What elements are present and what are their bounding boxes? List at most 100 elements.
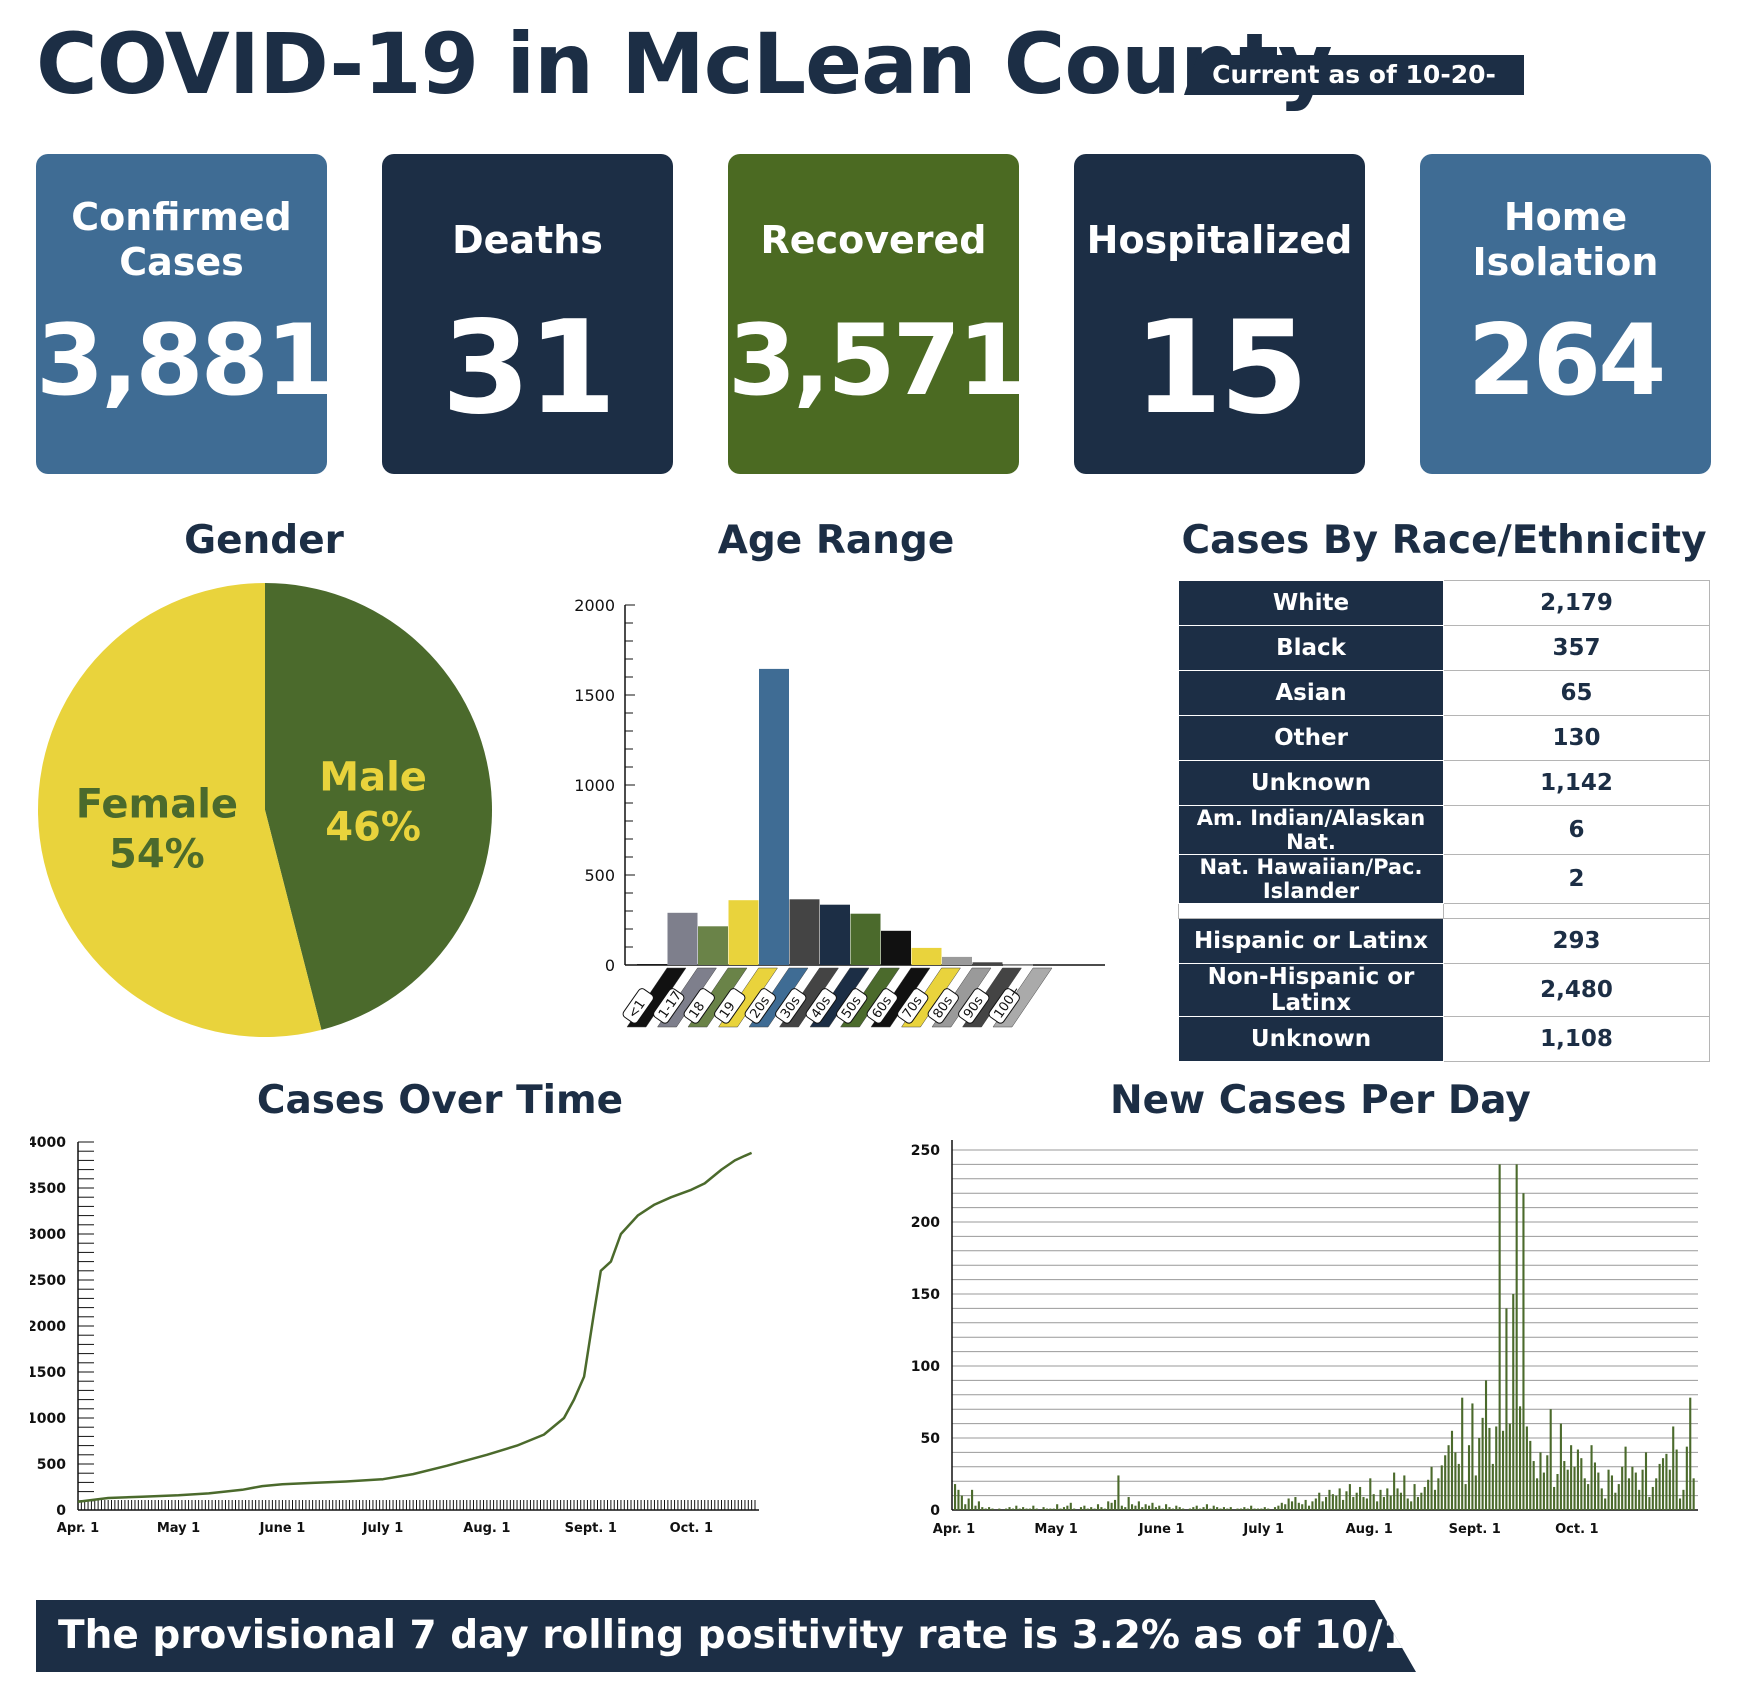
pie-label-line: 54%	[109, 832, 205, 878]
day-bar	[1597, 1472, 1600, 1510]
day-bar	[1525, 1426, 1528, 1510]
day-bar	[1314, 1498, 1317, 1510]
day-bar	[1498, 1164, 1501, 1510]
race-label: Nat. Hawaiian/Pac. Islander	[1178, 854, 1444, 904]
day-bar	[1018, 1508, 1021, 1510]
cases-over-time-line-chart: 0 500 1000 1500 2000 2500 3000 3500 4000 Apr. 1 Ma…	[30, 1135, 759, 1536]
y-tick-label: 3000	[30, 1227, 66, 1243]
age-legend-pill	[958, 988, 990, 1024]
card-label: Recovered	[760, 217, 987, 262]
day-bar	[1396, 1488, 1399, 1510]
day-bar	[1161, 1508, 1164, 1510]
day-bar	[1325, 1497, 1328, 1510]
day-bar	[1022, 1507, 1025, 1510]
y-tick-label: 1000	[574, 776, 615, 795]
day-bar	[1219, 1508, 1222, 1510]
age-legend-pill	[714, 988, 746, 1024]
x-tick-label: Aug. 1	[463, 1521, 510, 1536]
day-bar	[1318, 1492, 1321, 1510]
table-row: Other 130	[1178, 715, 1710, 761]
day-bar	[1096, 1504, 1100, 1510]
day-bar	[1301, 1504, 1304, 1510]
day-bar	[1416, 1497, 1420, 1510]
day-bar	[1508, 1423, 1511, 1510]
day-bar	[1154, 1507, 1157, 1510]
day-bar	[1035, 1508, 1038, 1510]
day-bar	[1621, 1466, 1624, 1510]
day-bar	[1236, 1508, 1239, 1510]
race-label: White	[1178, 580, 1444, 626]
day-bar	[1355, 1492, 1358, 1510]
day-bar	[1655, 1478, 1658, 1510]
day-bar	[1668, 1469, 1671, 1510]
day-bar	[1079, 1507, 1083, 1510]
day-bar	[1522, 1193, 1525, 1510]
positivity-banner: The provisional 7 day rolling positivity…	[36, 1600, 1416, 1672]
card-value: 3,881	[36, 304, 334, 418]
day-bar	[1362, 1497, 1365, 1510]
day-bar	[1090, 1507, 1093, 1510]
day-bar	[1376, 1501, 1379, 1510]
day-bar	[1685, 1446, 1688, 1510]
pie-slice-male	[265, 583, 492, 1030]
y-tick-label: 3500	[30, 1181, 66, 1197]
x-tick-label: June 1	[259, 1521, 306, 1536]
x-tick-label: May 1	[1034, 1522, 1077, 1537]
race-value: 65	[1443, 670, 1710, 716]
day-bar	[1624, 1446, 1627, 1510]
pie-label-male: Male 46%	[319, 754, 427, 850]
day-bar	[1192, 1507, 1195, 1510]
day-bar	[1130, 1504, 1134, 1510]
day-bar	[1437, 1478, 1440, 1510]
y-tick-label: 200	[911, 1215, 940, 1231]
age-legend-pill	[897, 988, 929, 1024]
day-bar	[1144, 1504, 1147, 1510]
day-bar	[1559, 1423, 1562, 1510]
age-legend-pill	[683, 988, 715, 1024]
day-bar	[1464, 1484, 1467, 1510]
ethnicity-label: Non-Hispanic or Latinx	[1178, 963, 1444, 1017]
day-bar	[1566, 1469, 1569, 1510]
card-recovered: Recovered 3,571	[728, 154, 1026, 474]
day-bar	[1287, 1498, 1290, 1510]
day-bar	[1450, 1430, 1454, 1510]
day-bar	[1311, 1501, 1314, 1510]
day-bar	[1386, 1488, 1389, 1510]
positivity-text: The provisional 7 day rolling positivity…	[58, 1613, 1575, 1658]
day-bar	[1519, 1406, 1522, 1510]
day-bar	[998, 1508, 1001, 1510]
age-bar-90s	[972, 962, 1003, 965]
race-value: 2,179	[1443, 580, 1710, 626]
day-bar	[1199, 1508, 1202, 1510]
day-bar	[1457, 1463, 1460, 1510]
y-tick-label: 100	[911, 1359, 940, 1375]
day-bar	[1536, 1478, 1539, 1510]
day-bar	[1484, 1380, 1488, 1510]
day-bar	[1267, 1508, 1270, 1510]
y-tick-label: 1500	[574, 686, 615, 705]
pie-label-line: Male	[319, 754, 427, 800]
day-bar	[1661, 1458, 1665, 1510]
day-bar	[1083, 1505, 1086, 1510]
day-bar	[1491, 1463, 1494, 1510]
age-bar-70s	[911, 947, 942, 965]
day-bar	[1675, 1449, 1678, 1510]
race-label: Asian	[1178, 670, 1444, 716]
day-bar	[1587, 1484, 1590, 1510]
day-bar	[1454, 1452, 1457, 1510]
day-bar	[1005, 1508, 1008, 1510]
day-bar	[1627, 1478, 1631, 1510]
card-value: 31	[441, 294, 616, 443]
x-tick-label: July 1	[1242, 1522, 1284, 1537]
y-tick-label: 0	[605, 956, 615, 975]
x-tick-label: June 1	[1138, 1522, 1185, 1537]
day-bar	[1158, 1505, 1161, 1510]
day-bar	[1495, 1426, 1498, 1510]
day-bar	[1447, 1445, 1450, 1510]
day-bar	[1297, 1502, 1300, 1510]
day-bar	[1151, 1502, 1154, 1510]
day-bar	[1148, 1505, 1151, 1510]
day-bar	[1168, 1507, 1171, 1510]
day-bar	[1488, 1427, 1491, 1510]
